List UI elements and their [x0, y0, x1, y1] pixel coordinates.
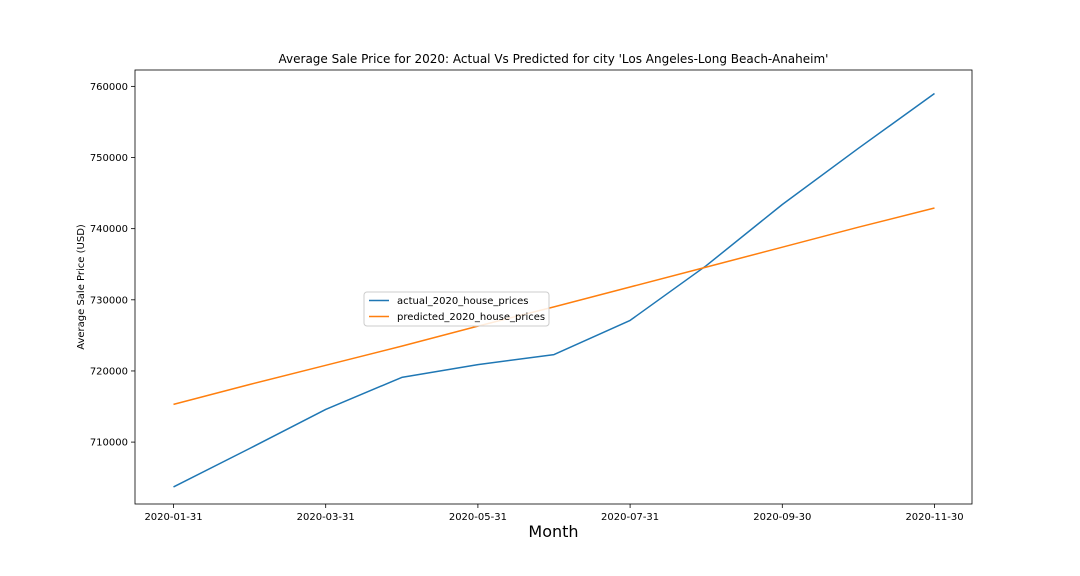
y-tick-label: 730000	[90, 295, 128, 306]
y-axis: 710000 720000 730000 740000 750000 760000	[90, 82, 135, 449]
x-tick-label: 2020-07-31	[601, 512, 659, 523]
y-tick-label: 750000	[90, 153, 128, 164]
legend-box	[363, 291, 550, 327]
legend-label: predicted_2020_house_prices	[397, 312, 545, 323]
y-axis-label: Average Sale Price (USD)	[76, 224, 87, 350]
x-axis: 2020-01-31 2020-03-31 2020-05-31 2020-07-31…	[144, 504, 964, 523]
x-tick-label: 2020-09-30	[753, 512, 811, 523]
series-lines	[173, 92, 935, 488]
chart-title: Average Sale Price for 2020: Actual Vs P…	[279, 52, 829, 66]
y-tick-label: 740000	[90, 224, 128, 235]
series-line-actual_2020_house_prices	[173, 92, 935, 488]
legend-label: actual_2020_house_prices	[397, 296, 529, 307]
axes-frame	[134, 69, 973, 505]
x-tick-label: 2020-05-31	[449, 512, 507, 523]
y-tick-label: 710000	[90, 438, 128, 449]
y-tick-label: 720000	[90, 366, 128, 377]
legend: actual_2020_house_prices predicted_2020_h…	[363, 291, 550, 327]
series-line-predicted_2020_house_prices	[173, 207, 935, 406]
plot-area	[134, 69, 973, 505]
y-tick-label: 760000	[90, 82, 128, 93]
x-tick-label: 2020-01-31	[144, 512, 202, 523]
x-tick-label: 2020-03-31	[297, 512, 355, 523]
x-tick-label: 2020-11-30	[905, 512, 963, 523]
x-axis-label: Month	[528, 522, 578, 541]
